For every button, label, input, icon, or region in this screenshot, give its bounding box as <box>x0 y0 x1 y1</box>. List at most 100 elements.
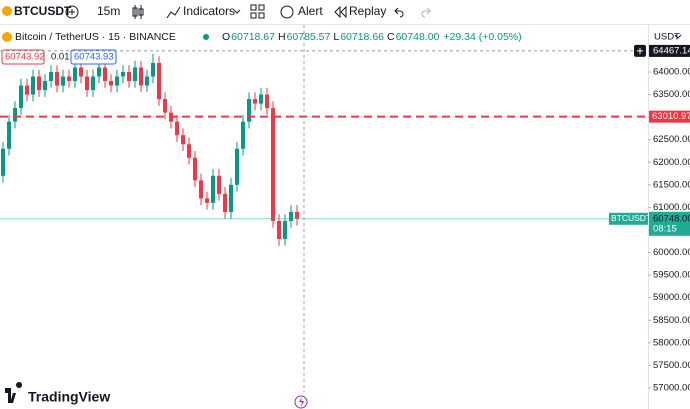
indicators[interactable]: Indicators <box>183 4 235 18</box>
countdown: 08:15 <box>653 223 677 234</box>
candle-body <box>277 220 281 240</box>
legend-label: O <box>222 31 230 43</box>
candle-body <box>271 108 275 221</box>
layouts-icon[interactable] <box>250 4 265 19</box>
legend-title: Bitcoin / TetherUS · 15 · BINANCE <box>15 31 176 43</box>
y-tick-label: 59500.00 <box>653 270 690 281</box>
y-tick-label: 64000.00 <box>653 67 690 78</box>
symbol-tag-text: BTCUSDT <box>611 213 651 223</box>
y-tick-label: 62500.00 <box>653 134 690 145</box>
candle-body <box>283 220 287 240</box>
candle-body <box>109 81 113 86</box>
legend-label: H <box>278 31 286 43</box>
chart-type-icon[interactable] <box>132 5 144 19</box>
y-tick-label: 63500.00 <box>653 89 690 100</box>
symbol-tag <box>609 212 648 225</box>
candle-body <box>235 148 239 185</box>
currency-dropdown[interactable] <box>674 34 682 39</box>
buy-box[interactable] <box>70 49 117 65</box>
candle-body <box>187 144 191 158</box>
candle-body <box>259 94 263 104</box>
candle-body <box>241 121 245 149</box>
legend-label: L <box>333 31 339 43</box>
candle-body <box>85 76 89 91</box>
candle-body <box>193 157 197 181</box>
candle-body <box>229 184 233 212</box>
undo[interactable] <box>394 7 404 18</box>
legend-change: +29.34 (+0.05%) <box>443 31 521 43</box>
candle-body <box>145 76 149 86</box>
sell-price: 60743.92 <box>5 52 45 63</box>
buy-price: 60743.93 <box>74 52 114 63</box>
candle-body <box>1 148 5 176</box>
sell-box[interactable] <box>1 49 45 65</box>
redo[interactable] <box>421 7 431 18</box>
y-tick-label: 58500.00 <box>653 315 690 326</box>
candle-body <box>31 76 35 95</box>
y-tick-label: 57000.00 <box>653 382 690 393</box>
alert-icon <box>280 5 294 19</box>
candle-body <box>73 67 77 82</box>
replay-icon <box>334 5 347 19</box>
candle-body <box>133 67 137 82</box>
y-tick-label: 61500.00 <box>653 179 690 190</box>
add-symbol[interactable] <box>65 5 79 19</box>
alert[interactable]: Alert <box>298 4 323 18</box>
candle-body <box>217 175 221 194</box>
candle-body <box>91 76 95 91</box>
crosshair-label: 64467.14 <box>653 45 690 56</box>
candle-body <box>253 99 257 104</box>
candle-body <box>211 175 215 203</box>
tv-logo <box>5 382 23 403</box>
candle-body <box>97 67 101 77</box>
y-tick-label: 58000.00 <box>653 337 690 348</box>
interval[interactable]: 15m <box>97 4 120 18</box>
plus-icon <box>637 47 643 54</box>
symbol[interactable]: BTCUSDT <box>14 4 72 18</box>
candle-body <box>157 62 161 100</box>
candle-body <box>265 94 269 109</box>
indicators-icon <box>166 6 181 19</box>
candle-body <box>223 193 227 212</box>
legend-value: 60718.67 <box>231 31 275 43</box>
candle-body <box>151 62 155 77</box>
crosshair-box <box>649 44 690 57</box>
legend-values: O 60718.67 H 60785.57 L 60718.66 C 60748.00 +29.… <box>222 31 522 43</box>
candle-body <box>163 99 167 113</box>
legend-value: 60718.66 <box>340 31 384 43</box>
candle-body <box>25 85 29 95</box>
candle-body <box>13 108 17 122</box>
candle-body <box>103 67 107 82</box>
candle-body <box>43 81 47 91</box>
currency[interactable]: USDT <box>654 32 680 43</box>
market-status <box>203 34 209 40</box>
candle-body <box>289 211 293 221</box>
candle-body <box>199 180 203 199</box>
candle-body <box>121 72 125 77</box>
dropdown[interactable] <box>233 9 241 14</box>
candle-body <box>115 76 119 86</box>
y-tick-label: 61000.00 <box>653 202 690 213</box>
spread: 0.01 <box>51 52 70 63</box>
candle-body <box>79 67 83 77</box>
toolbar <box>0 0 690 24</box>
candles <box>1 53 299 246</box>
candle-body <box>19 85 23 109</box>
alert-label: 63010.97 <box>652 111 690 122</box>
legend-value: 60785.57 <box>287 31 331 43</box>
legend-icon <box>2 32 12 42</box>
add-icon <box>69 9 75 15</box>
candle-body <box>175 121 179 136</box>
legend-label: C <box>387 31 395 43</box>
candle-body <box>37 76 41 91</box>
watermark: TradingView <box>28 389 110 405</box>
candle-body <box>139 67 143 86</box>
replay[interactable]: Replay <box>349 4 386 18</box>
y-tick-label: 60000.00 <box>653 247 690 258</box>
y-tick-label: 59000.00 <box>653 292 690 303</box>
alert-box <box>649 110 690 123</box>
symbol-icon <box>2 6 12 16</box>
last-price-box <box>649 211 690 236</box>
